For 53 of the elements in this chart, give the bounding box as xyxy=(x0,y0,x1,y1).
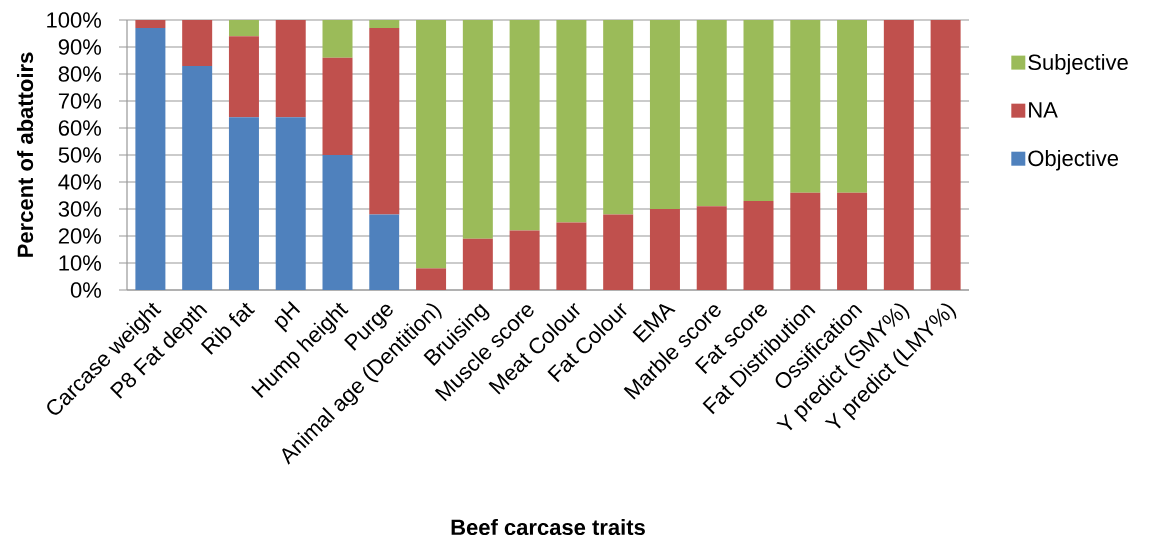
bar xyxy=(369,20,400,29)
bar xyxy=(696,20,727,207)
bar xyxy=(603,20,634,215)
bar xyxy=(790,20,821,193)
bar xyxy=(369,214,400,290)
y-tick-label: 100% xyxy=(47,12,102,28)
y-tick-label: 90% xyxy=(58,39,102,55)
y-tick-label: 0% xyxy=(70,282,102,298)
bar xyxy=(649,20,680,209)
bar xyxy=(930,20,961,290)
bar xyxy=(743,200,774,290)
y-tick-label: 40% xyxy=(58,174,102,190)
bar xyxy=(556,20,587,223)
bar xyxy=(275,20,306,118)
bar xyxy=(182,20,213,66)
bar xyxy=(462,20,493,239)
bar xyxy=(228,117,259,290)
y-tick-label: 60% xyxy=(58,120,102,136)
y-tick-label: 20% xyxy=(58,228,102,244)
bar xyxy=(837,192,868,290)
bar xyxy=(416,268,447,290)
bar xyxy=(509,20,540,231)
bar xyxy=(135,20,166,29)
bar xyxy=(556,222,587,290)
bar xyxy=(322,20,353,58)
bar xyxy=(135,28,166,290)
bar xyxy=(322,57,353,155)
legend-label: NA xyxy=(1029,102,1058,118)
y-tick-label: 30% xyxy=(58,201,102,217)
bar xyxy=(322,155,353,290)
legend-label: Objective xyxy=(1028,149,1119,171)
y-axis-title: Percent of abattoirs xyxy=(16,52,34,257)
bar xyxy=(790,192,821,290)
bar xyxy=(883,20,914,290)
y-tick-label: 50% xyxy=(58,147,102,163)
bar xyxy=(369,28,400,215)
legend-label: Subjective xyxy=(1028,53,1128,75)
bar xyxy=(182,65,213,290)
bar xyxy=(837,20,868,193)
y-tick-label: 10% xyxy=(59,255,102,271)
y-tick-label: 80% xyxy=(58,66,102,82)
bar xyxy=(696,206,727,290)
bar xyxy=(228,36,259,118)
bar xyxy=(743,20,774,201)
x-axis-title: Beef carcase traits xyxy=(451,518,645,536)
bar xyxy=(649,209,680,290)
bar xyxy=(603,214,634,290)
bar xyxy=(509,230,540,290)
bar xyxy=(228,20,259,37)
bar xyxy=(462,238,493,290)
y-tick-label: 70% xyxy=(58,93,102,109)
bar xyxy=(416,20,447,269)
bar xyxy=(275,117,306,290)
